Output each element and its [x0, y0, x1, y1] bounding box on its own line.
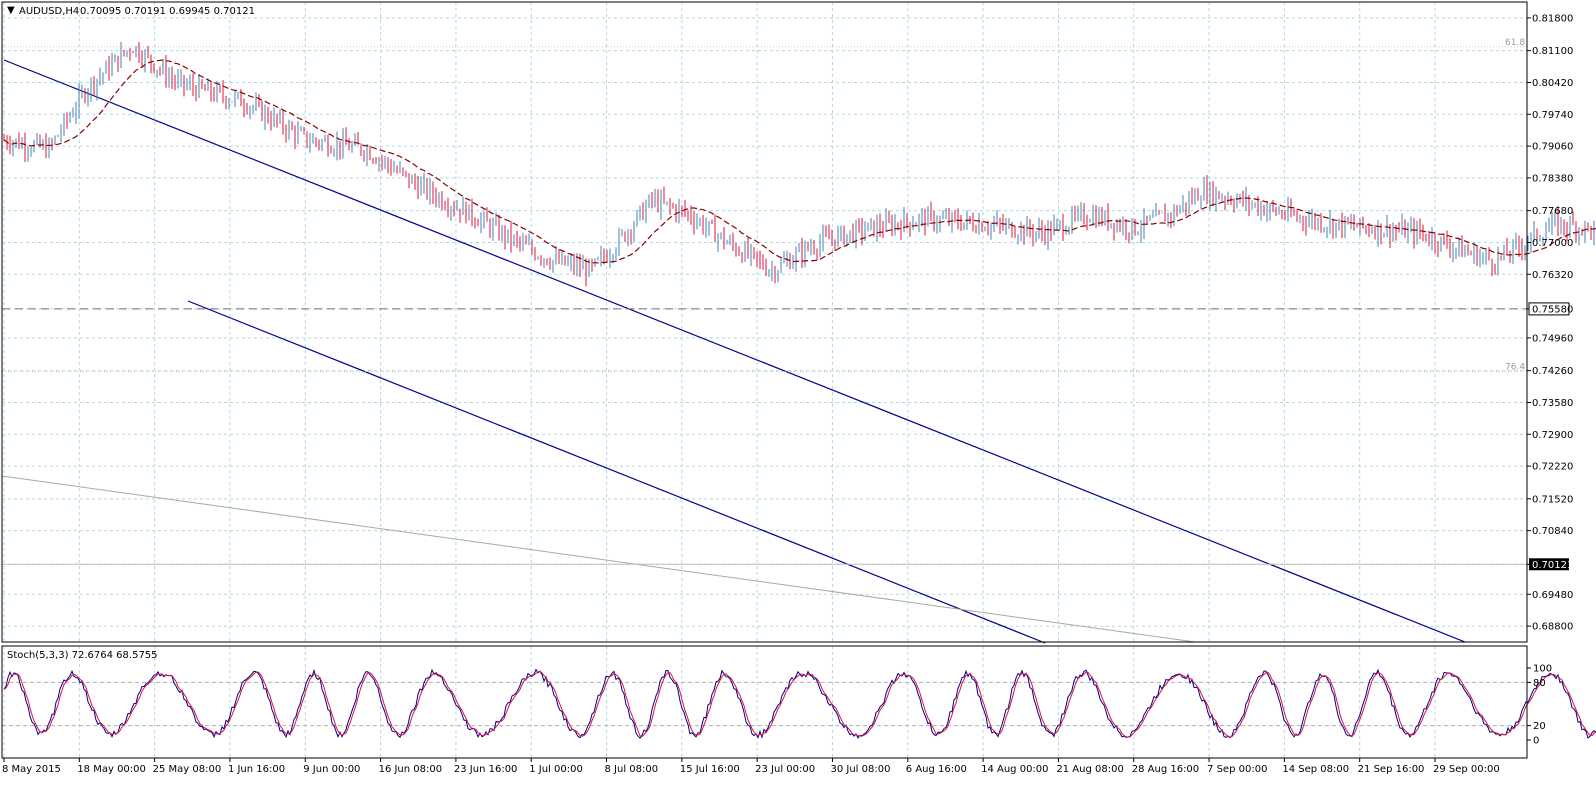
level-price-tag: [1528, 302, 1570, 316]
time-tick-label: 14 Aug 00:00: [981, 764, 1048, 775]
fib-level-label: 61.8: [1505, 38, 1525, 48]
stoch-header: Stoch(5,3,3) 72.6764 68.5755: [7, 650, 158, 661]
price-tick-label: 0.81100: [1532, 46, 1573, 57]
price-tick-label: 0.74960: [1532, 333, 1573, 344]
price-tick-label: 0.72900: [1532, 430, 1573, 441]
stoch-tick-label: 80: [1533, 678, 1546, 689]
price-tick-label: 0.72220: [1532, 462, 1573, 473]
moving-average: [3, 59, 1596, 264]
price-tick-label: 0.74260: [1532, 366, 1573, 377]
channel-upper-line[interactable]: [3, 59, 1466, 643]
time-tick-label: 25 May 08:00: [153, 764, 222, 775]
time-tick-label: 29 Sep 00:00: [1433, 764, 1500, 775]
channel-lower-line[interactable]: [187, 300, 1046, 644]
ohlc-values: 0.70095 0.70191 0.69945 0.70121: [80, 6, 255, 17]
price-tick-label: 0.81800: [1532, 13, 1573, 24]
time-axis: 8 May 2015 18 May 00:00 25 May 08:00 1 Jun …: [2, 758, 1500, 775]
price-tick-label: 0.79740: [1532, 110, 1573, 121]
current-price-tag: [1529, 558, 1569, 571]
price-tick-label: 0.68800: [1532, 622, 1573, 633]
time-tick-label: 1 Jun 16:00: [228, 764, 285, 775]
time-tick-label: 16 Jun 08:00: [379, 764, 443, 775]
time-tick-label: 9 Jun 00:00: [303, 764, 360, 775]
time-tick-label: 21 Sep 16:00: [1358, 764, 1425, 775]
moving-average-line: [3, 59, 1596, 264]
fib-labels: 61.8 76.4: [1505, 38, 1525, 373]
price-tick-label: 0.73580: [1532, 398, 1573, 409]
stoch-axis: 100 80 20 0: [1527, 664, 1552, 747]
price-tick-label: 0.77680: [1532, 206, 1573, 217]
trend-lines: [1, 46, 1527, 644]
price-tick-label: 0.79060: [1532, 142, 1573, 153]
time-tick-label: 15 Jul 16:00: [680, 764, 740, 775]
price-tick-label: 0.80420: [1532, 78, 1573, 89]
time-tick-label: 8 May 2015: [2, 764, 61, 775]
price-tick-label: 0.78380: [1532, 173, 1573, 184]
time-tick-label: 18 May 00:00: [77, 764, 146, 775]
stochastic-lines: [3, 668, 1596, 739]
time-tick-label: 23 Jun 16:00: [454, 764, 518, 775]
price-tick-label: 0.69480: [1532, 590, 1573, 601]
time-tick-label: 8 Jul 08:00: [605, 764, 659, 775]
main-grid: [2, 2, 1527, 642]
price-tick-label: 0.76320: [1532, 270, 1573, 281]
price-tick-label: 0.70840: [1532, 526, 1573, 537]
time-tick-label: 28 Aug 16:00: [1132, 764, 1199, 775]
stoch-tick-label: 100: [1533, 664, 1552, 675]
time-tick-label: 1 Jul 00:00: [529, 764, 583, 775]
price-tick-label: 0.71520: [1532, 494, 1573, 505]
stoch-signal-line: [3, 670, 1596, 738]
price-tick-label: 0.70121: [1532, 560, 1573, 571]
time-tick-label: 7 Sep 00:00: [1207, 764, 1267, 775]
price-axis: 0.81800 0.81100 0.80420 0.79740 0.79060 0.783…: [1527, 13, 1573, 633]
stoch-panel-frame: [1, 645, 1528, 759]
price-tick-label: 0.77000: [1532, 238, 1573, 249]
stoch-grid: [2, 646, 1527, 758]
time-tick-label: 23 Jul 00:00: [755, 764, 815, 775]
time-tick-label: 14 Sep 08:00: [1282, 764, 1349, 775]
collapse-arrow-icon[interactable]: ▼: [7, 5, 15, 16]
time-tick-label: 30 Jul 08:00: [830, 764, 890, 775]
symbol-label: AUDUSD,H4: [19, 6, 79, 17]
time-tick-label: 21 Aug 08:00: [1056, 764, 1123, 775]
support-trendline[interactable]: [1, 475, 1196, 643]
price-tick-label: 0.75580: [1532, 304, 1573, 315]
stoch-main-line: [3, 668, 1596, 739]
stoch-tick-label: 0: [1533, 736, 1539, 747]
time-tick-label: 6 Aug 16:00: [906, 764, 967, 775]
fib-level-label: 76.4: [1505, 363, 1525, 373]
main-panel-frame: [1, 1, 1528, 643]
stoch-tick-label: 20: [1533, 721, 1546, 732]
